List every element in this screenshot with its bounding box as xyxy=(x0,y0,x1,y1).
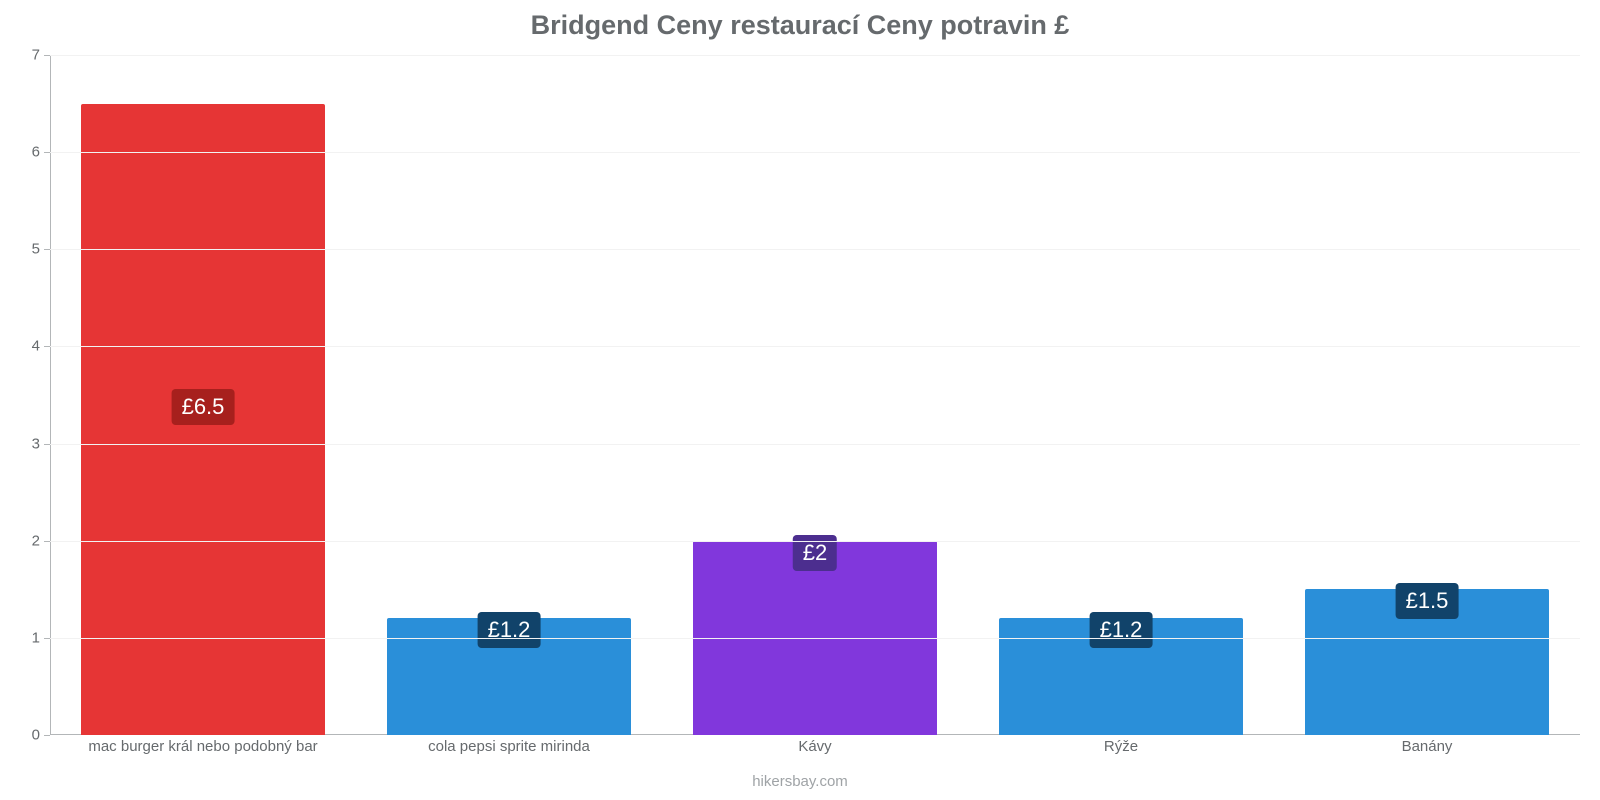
bar-slot: £6.5 xyxy=(50,55,356,735)
gridline xyxy=(50,55,1580,56)
gridline xyxy=(50,249,1580,250)
x-tick-label: mac burger král nebo podobný bar xyxy=(50,738,356,755)
y-tick-label: 4 xyxy=(10,338,40,355)
y-tick-label: 2 xyxy=(10,532,40,549)
y-tick-mark xyxy=(44,444,50,445)
chart-title: Bridgend Ceny restaurací Ceny potravin £ xyxy=(0,0,1600,50)
x-tick-label: Banány xyxy=(1274,738,1580,755)
x-axis-labels: mac burger král nebo podobný barcola pep… xyxy=(50,738,1580,755)
y-tick-mark xyxy=(44,541,50,542)
y-tick-mark xyxy=(44,346,50,347)
bar-slot: £1.2 xyxy=(356,55,662,735)
gridline xyxy=(50,346,1580,347)
y-tick-mark xyxy=(44,638,50,639)
x-tick-label: Rýže xyxy=(968,738,1274,755)
y-tick-mark xyxy=(44,249,50,250)
y-tick-label: 3 xyxy=(10,435,40,452)
gridline xyxy=(50,638,1580,639)
bars-container: £6.5 £1.2 £2 £1.2 £1.5 xyxy=(50,55,1580,735)
x-tick-label: cola pepsi sprite mirinda xyxy=(356,738,662,755)
y-tick-mark xyxy=(44,55,50,56)
y-tick-mark xyxy=(44,152,50,153)
bar-value-label: £1.5 xyxy=(1396,583,1459,619)
bar-value-label: £6.5 xyxy=(172,389,235,425)
bar-slot: £2 xyxy=(662,55,968,735)
bar-slot: £1.2 xyxy=(968,55,1274,735)
y-tick-label: 1 xyxy=(10,629,40,646)
gridline xyxy=(50,541,1580,542)
y-tick-label: 7 xyxy=(10,47,40,64)
bar-slot: £1.5 xyxy=(1274,55,1580,735)
plot-area: £6.5£1.2£2£1.2£1.5 01234567 xyxy=(50,55,1580,735)
y-tick-label: 6 xyxy=(10,144,40,161)
gridline xyxy=(50,444,1580,445)
chart-credit: hikersbay.com xyxy=(0,773,1600,790)
bar-value-label: £1.2 xyxy=(1090,612,1153,648)
x-tick-label: Kávy xyxy=(662,738,968,755)
price-bar-chart: Bridgend Ceny restaurací Ceny potravin £… xyxy=(0,0,1600,800)
gridline xyxy=(50,152,1580,153)
y-tick-mark xyxy=(44,735,50,736)
bar-value-label: £1.2 xyxy=(478,612,541,648)
y-tick-label: 5 xyxy=(10,241,40,258)
y-tick-label: 0 xyxy=(10,727,40,744)
